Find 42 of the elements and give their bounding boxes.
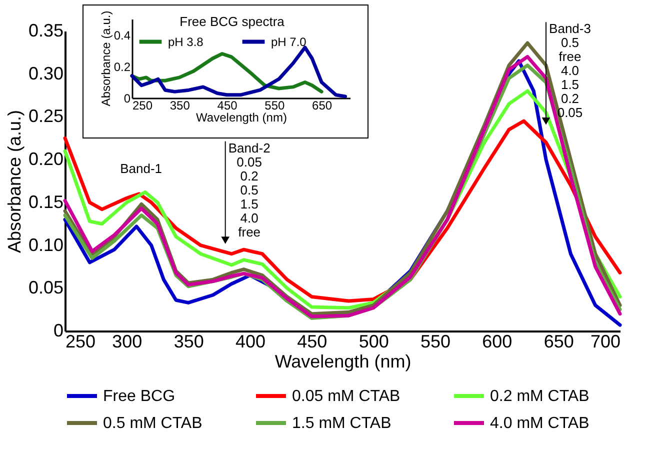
x-tick-label: 400 [235,332,266,352]
y-tick-label: 0 [53,320,64,340]
y-tick-label: 0.15 [28,192,64,212]
y-tick-label: 0.20 [28,149,64,170]
y-tick-label: 0.05 [28,278,64,298]
legend-label: 0.05 mM CTAB [292,388,400,405]
x-tick-label: 550 [264,98,286,112]
x-tick-label: 500 [358,332,389,352]
legend-label: 0.5 mM CTAB [103,415,202,432]
x-tick-label: 600 [482,332,512,352]
y-axis-title: Absorbance (a.u.) [98,10,113,106]
legend-label: 4.0 mM CTAB [490,415,590,432]
annotation: Band-2 0.05 0.2 0.5 1.5 4.0 free [228,140,270,240]
x-tick-label: 450 [217,98,238,112]
x-axis-title: Wavelength (nm) [196,110,287,124]
x-tick-label: 250 [132,98,153,112]
y-tick-label: 0.4 [114,28,131,42]
x-tick-label: 700 [590,332,620,352]
legend-label: pH 3.8 [168,34,204,49]
y-tick-label: 0.30 [28,63,64,84]
y-tick-label: 0.35 [28,20,64,40]
x-axis-title: Wavelength (nm) [274,352,412,372]
x-tick-label: 450 [297,332,328,352]
legend-label: Free BCG [103,388,176,405]
x-tick-label: 300 [112,332,142,352]
y-axis-title: Absorbance (a.u.) [4,110,24,254]
x-tick-label: 650 [544,332,574,352]
x-tick-label: 550 [420,332,451,352]
legend-label: 0.2 mM CTAB [490,388,590,405]
line-series [130,52,324,94]
legend-label: pH 7.0 [271,34,307,49]
x-tick-label: 250 [66,332,96,352]
chart-title: Free BCG spectra [180,14,286,29]
y-tick-label: 0.25 [28,106,64,126]
y-tick-label: 0 [124,92,131,106]
x-tick-label: 350 [174,332,204,352]
x-tick-label: 650 [312,98,332,112]
annotation: Band-1 [120,161,162,176]
x-tick-label: 350 [170,98,190,112]
y-tick-label: 0.2 [114,60,131,74]
y-tick-label: 0.10 [28,234,64,255]
legend-label: 1.5 mM CTAB [292,415,392,432]
